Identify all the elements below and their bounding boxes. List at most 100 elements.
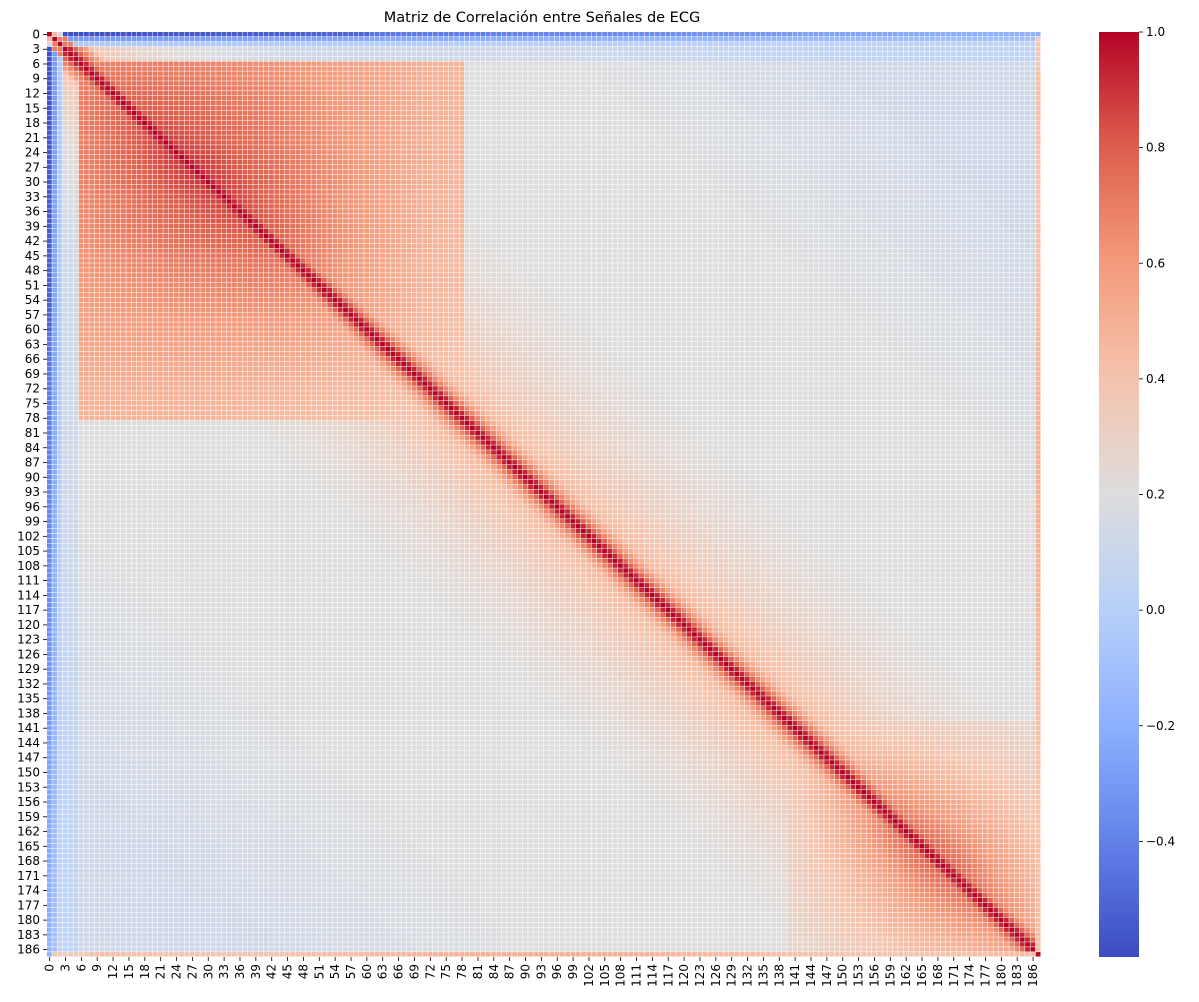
heatmap-cell (153, 121, 158, 125)
heatmap-cell (184, 101, 189, 105)
heatmap-cell (89, 57, 94, 61)
heatmap-cell (407, 37, 412, 41)
heatmap-cell (565, 135, 570, 139)
heatmap-cell (110, 52, 115, 56)
heatmap-cell (803, 62, 808, 66)
heatmap-cell (925, 66, 930, 70)
heatmap-cell (459, 101, 464, 105)
heatmap-cell (364, 135, 369, 139)
heatmap-cell (872, 140, 877, 144)
heatmap-cell (401, 106, 406, 110)
heatmap-cell (639, 145, 644, 149)
heatmap-cell (380, 71, 385, 75)
heatmap-cell (89, 155, 94, 159)
heatmap-cell (983, 111, 988, 115)
heatmap-cell (422, 96, 427, 100)
heatmap-cell (438, 62, 443, 66)
heatmap-cell (724, 101, 729, 105)
heatmap-cell (576, 96, 581, 100)
heatmap-cell (766, 42, 771, 46)
heatmap-cell (592, 86, 597, 90)
heatmap-cell (544, 111, 549, 115)
heatmap-cell (100, 76, 105, 80)
heatmap-cell (713, 125, 718, 129)
heatmap-cell (327, 125, 332, 129)
heatmap-cell (142, 106, 147, 110)
heatmap-cell (184, 81, 189, 85)
heatmap-cell (978, 42, 983, 46)
heatmap-cell (539, 125, 544, 129)
heatmap-cell (687, 37, 692, 41)
heatmap-cell (375, 57, 380, 61)
heatmap-cell (734, 101, 739, 105)
heatmap-cell (496, 96, 501, 100)
heatmap-cell (740, 91, 745, 95)
heatmap-cell (602, 91, 607, 95)
heatmap-cell (417, 101, 422, 105)
heatmap-cell (449, 116, 454, 120)
heatmap-cell (190, 57, 195, 61)
heatmap-cell (581, 86, 586, 90)
heatmap-cell (364, 52, 369, 56)
heatmap-cell (306, 116, 311, 120)
heatmap-cell (581, 96, 586, 100)
heatmap-cell (893, 96, 898, 100)
heatmap-cell (644, 111, 649, 115)
heatmap-cell (819, 125, 824, 129)
heatmap-cell (613, 121, 618, 125)
heatmap-cell (687, 101, 692, 105)
heatmap-cell (861, 37, 866, 41)
heatmap-cell (438, 140, 443, 144)
heatmap-cell (407, 47, 412, 51)
heatmap-cell (692, 86, 697, 90)
heatmap-cell (734, 125, 739, 129)
heatmap-cell (412, 106, 417, 110)
heatmap-cell (1020, 81, 1025, 85)
heatmap-cell (734, 81, 739, 85)
heatmap-cell (438, 66, 443, 70)
heatmap-cell (882, 111, 887, 115)
heatmap-cell (132, 96, 137, 100)
heatmap-cell (264, 42, 269, 46)
heatmap-cell (200, 91, 205, 95)
heatmap-cell (687, 150, 692, 154)
heatmap-cell (52, 71, 57, 75)
heatmap-cell (618, 130, 623, 134)
heatmap-cell (639, 101, 644, 105)
heatmap-cell (528, 121, 533, 125)
heatmap-cell (946, 71, 951, 75)
heatmap-cell (681, 125, 686, 129)
heatmap-cell (676, 71, 681, 75)
heatmap-cell (877, 145, 882, 149)
heatmap-cell (718, 130, 723, 134)
heatmap-cell (73, 91, 78, 95)
heatmap-cell (407, 52, 412, 56)
heatmap-cell (592, 62, 597, 66)
heatmap-cell (227, 42, 232, 46)
heatmap-cell (650, 101, 655, 105)
heatmap-cell (750, 91, 755, 95)
heatmap-cell (354, 37, 359, 41)
heatmap-cell (782, 140, 787, 144)
heatmap-cell (63, 150, 68, 154)
heatmap-cell (956, 71, 961, 75)
heatmap-cell (58, 32, 63, 36)
heatmap-cell (1030, 47, 1035, 51)
heatmap-cell (459, 52, 464, 56)
heatmap-cell (644, 52, 649, 56)
heatmap-cell (216, 140, 221, 144)
heatmap-cell (655, 32, 660, 36)
heatmap-cell (740, 57, 745, 61)
heatmap-cell (248, 42, 253, 46)
heatmap-cell (851, 121, 856, 125)
heatmap-cell (417, 140, 422, 144)
heatmap-cell (708, 32, 713, 36)
heatmap-cell (179, 106, 184, 110)
heatmap-cell (1004, 121, 1009, 125)
heatmap-cell (211, 96, 216, 100)
heatmap-cell (327, 106, 332, 110)
heatmap-cell (1004, 66, 1009, 70)
heatmap-cell (507, 121, 512, 125)
heatmap-cell (52, 101, 57, 105)
heatmap-cell (586, 140, 591, 144)
